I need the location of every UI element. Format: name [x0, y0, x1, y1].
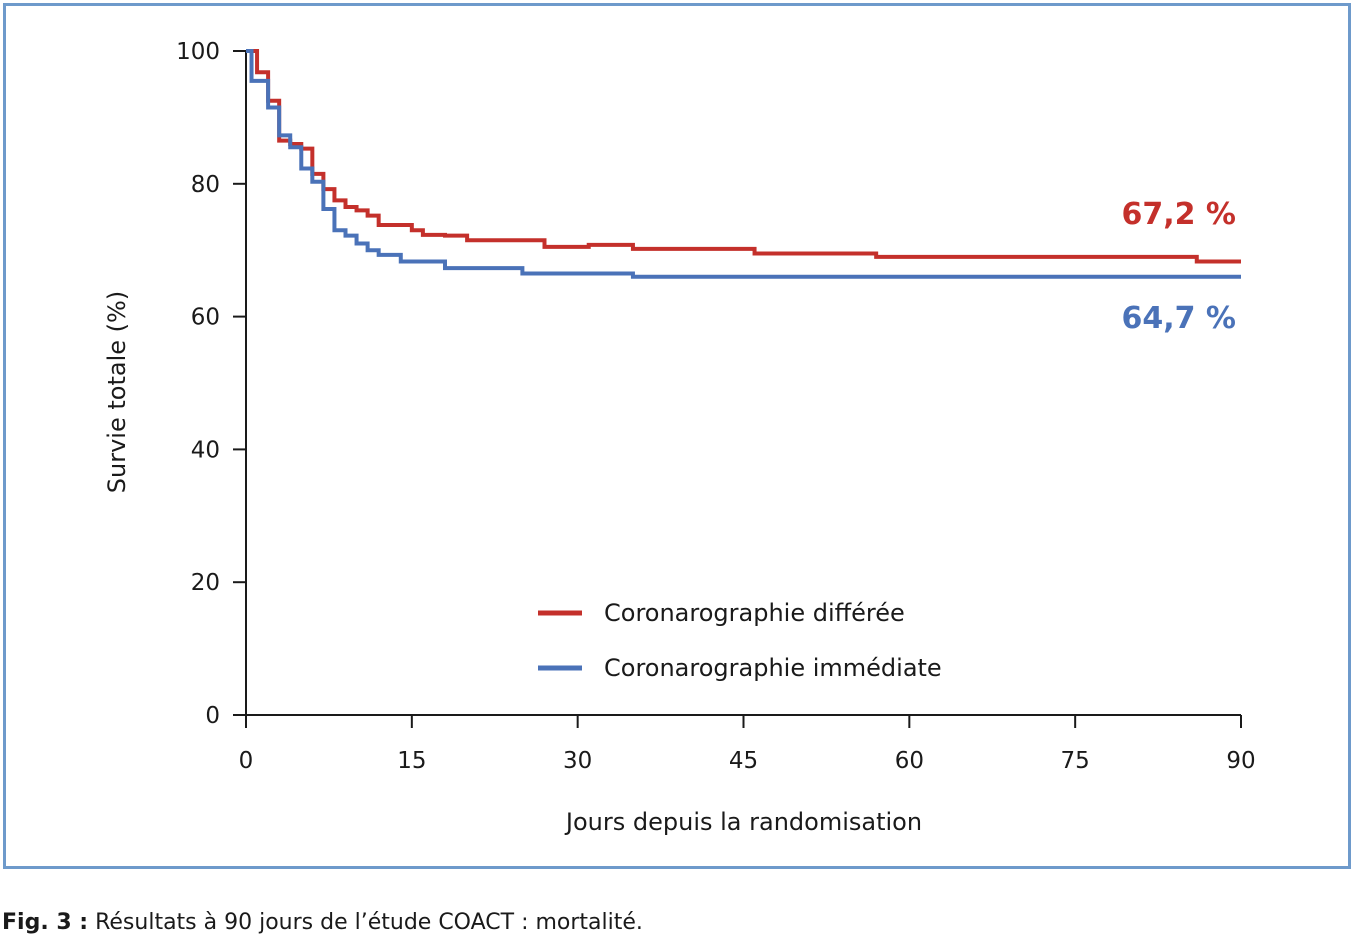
end-value-label: 64,7 % [1121, 301, 1236, 336]
y-tick-label: 40 [191, 437, 220, 463]
y-tick-label: 100 [176, 39, 220, 65]
y-tick-label: 0 [205, 703, 220, 729]
series-lines [246, 49, 1241, 279]
series-line-differee [246, 49, 1241, 264]
caption-label: Fig. 3 : [2, 910, 89, 935]
axes: 0 20 40 60 80 100 0 15 30 45 60 75 90 [176, 39, 1256, 774]
x-tick-label: 90 [1226, 748, 1255, 774]
x-axis-label: Jours depuis la randomisation [564, 808, 922, 836]
survival-chart: 0 20 40 60 80 100 0 15 30 45 60 75 90 Survie totale … [103, 39, 1256, 836]
legend-label: Coronarographie immédiate [604, 654, 942, 682]
x-tick-label: 30 [563, 748, 592, 774]
x-tick-label: 60 [895, 748, 924, 774]
caption-text: Résultats à 90 jours de l’étude COACT : … [88, 910, 643, 935]
end-value-label: 67,2 % [1121, 197, 1236, 232]
figure-caption: Fig. 3 : Résultats à 90 jours de l’étude… [2, 910, 643, 935]
x-tick-label: 75 [1061, 748, 1090, 774]
y-tick-label: 80 [191, 172, 220, 198]
legend: Coronarographie différée Coronarographie … [538, 599, 942, 682]
series-line-immediate [246, 49, 1241, 279]
figure-frame [3, 3, 1351, 869]
end-value-labels: 67,2 % 64,7 % [1121, 197, 1236, 336]
x-tick-label: 15 [397, 748, 426, 774]
legend-label: Coronarographie différée [604, 599, 905, 627]
x-tick-label: 45 [729, 748, 758, 774]
x-tick-label: 0 [239, 748, 254, 774]
y-tick-label: 60 [191, 305, 220, 331]
y-axis-label: Survie totale (%) [103, 291, 131, 493]
y-tick-label: 20 [191, 570, 220, 596]
